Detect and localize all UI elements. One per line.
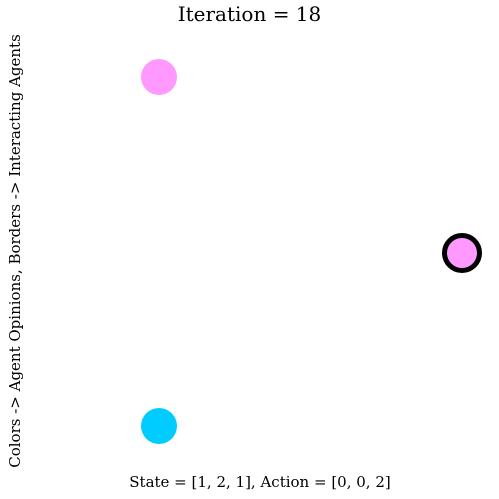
agent-2-circle-interacting xyxy=(442,233,482,273)
state-action-caption: State = [1, 2, 1], Action = [0, 0, 2] xyxy=(129,473,391,491)
iteration-title: Iteration = 18 xyxy=(177,2,322,26)
y-axis-label: Colors -> Agent Opinions, Borders -> Int… xyxy=(6,34,24,468)
agent-1-circle xyxy=(141,59,177,95)
agent-3-circle xyxy=(141,408,177,444)
